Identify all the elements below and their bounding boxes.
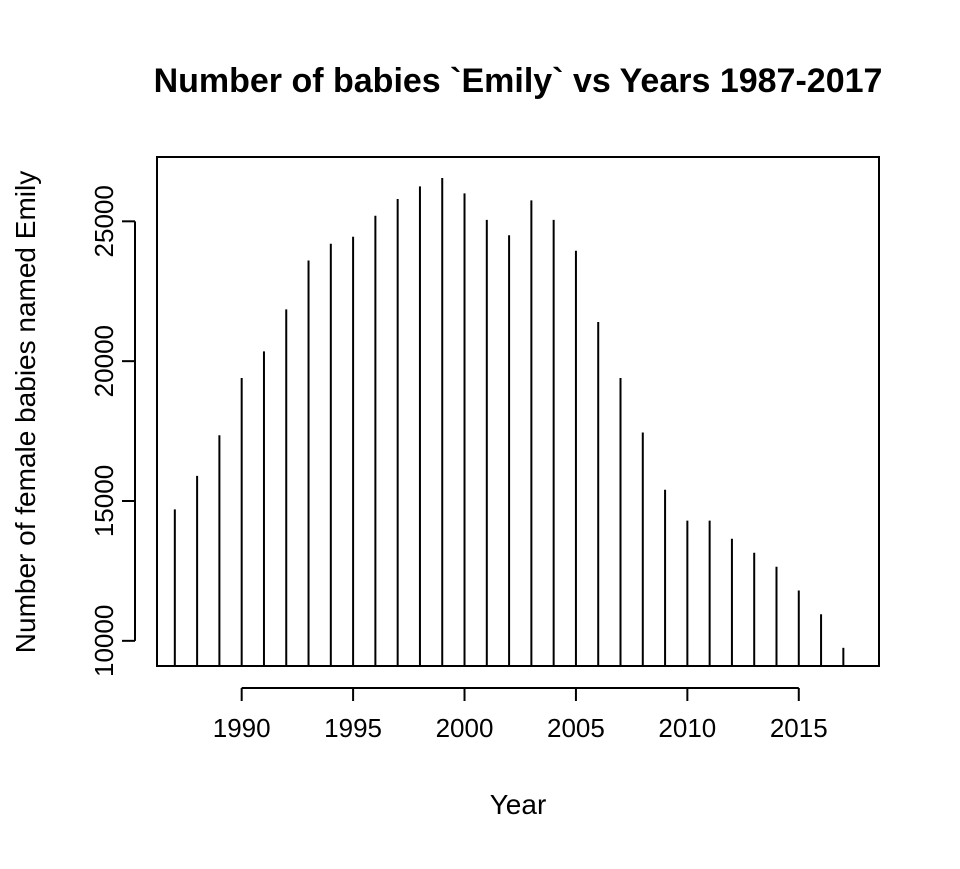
x-tick-label-2000: 2000 xyxy=(436,713,494,743)
y-tick-label-25000: 25000 xyxy=(89,185,119,257)
chart-title: Number of babies `Emily` vs Years 1987-2… xyxy=(154,62,883,100)
y-axis-label: Number of female babies named Emily xyxy=(10,171,41,653)
y-tick-label-10000: 10000 xyxy=(89,605,119,677)
x-tick-label-2005: 2005 xyxy=(547,713,605,743)
bars-layer xyxy=(173,177,845,666)
plot-frame xyxy=(156,156,880,667)
x-axis: 1990 1995 2000 2005 2010 2015 xyxy=(213,687,828,743)
x-tick-label-2015: 2015 xyxy=(770,713,828,743)
y-axis: 10000 15000 20000 25000 xyxy=(89,185,136,677)
x-tick-label-1990: 1990 xyxy=(213,713,271,743)
y-tick-label-20000: 20000 xyxy=(89,325,119,397)
x-tick-label-2010: 2010 xyxy=(658,713,716,743)
x-tick-label-1995: 1995 xyxy=(324,713,382,743)
y-tick-label-15000: 15000 xyxy=(89,465,119,537)
x-axis-label: Year xyxy=(490,789,547,820)
